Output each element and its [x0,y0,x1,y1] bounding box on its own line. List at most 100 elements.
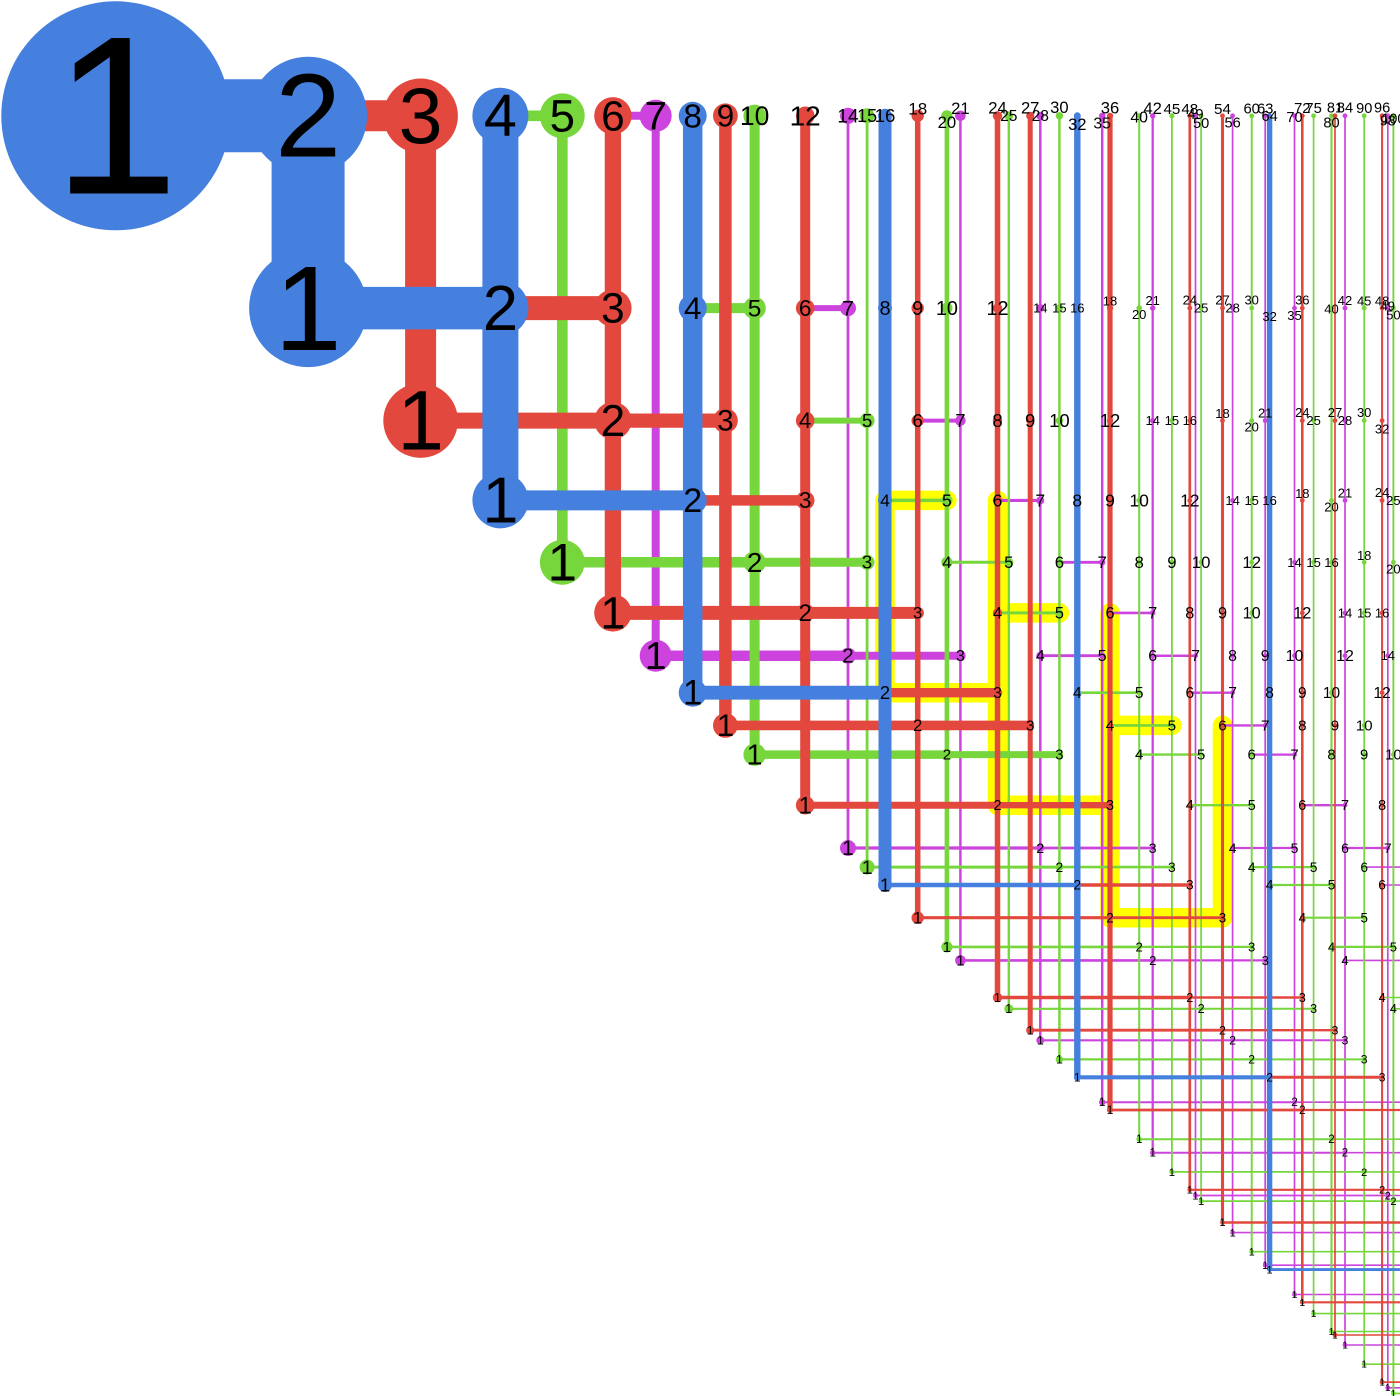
svg-text:1: 1 [1107,1103,1114,1117]
svg-text:3: 3 [1219,910,1226,925]
svg-text:5: 5 [1360,910,1367,925]
svg-text:14: 14 [837,106,859,127]
svg-text:1: 1 [1192,1190,1198,1202]
svg-text:28: 28 [1225,301,1239,316]
svg-text:1: 1 [1037,1034,1044,1048]
svg-text:10: 10 [936,298,958,320]
svg-text:16: 16 [1375,605,1389,620]
svg-text:2: 2 [1291,1095,1298,1109]
svg-text:5: 5 [1248,798,1256,814]
svg-text:80: 80 [1323,116,1339,132]
svg-text:4: 4 [880,490,890,510]
svg-text:7: 7 [1191,648,1200,665]
svg-text:2: 2 [842,645,853,668]
svg-text:1: 1 [1056,1053,1063,1067]
svg-text:45: 45 [1357,293,1371,308]
svg-text:64: 64 [1261,109,1277,125]
svg-text:24: 24 [1295,405,1309,420]
svg-text:7: 7 [955,410,965,431]
svg-text:100: 100 [1381,112,1400,128]
svg-text:1: 1 [1342,1341,1348,1352]
svg-text:3: 3 [399,71,443,160]
svg-text:10: 10 [1286,648,1304,665]
svg-text:2: 2 [1342,1148,1348,1160]
svg-text:30: 30 [1244,292,1258,307]
svg-text:15: 15 [1052,301,1066,316]
svg-text:2: 2 [1149,953,1156,968]
svg-text:42: 42 [1143,99,1161,118]
svg-text:3: 3 [1026,718,1034,735]
svg-text:24: 24 [988,99,1006,118]
svg-text:2: 2 [1036,840,1044,856]
svg-text:5: 5 [942,490,952,510]
svg-text:1: 1 [1332,1331,1338,1342]
svg-text:2: 2 [1361,1167,1367,1179]
svg-text:6: 6 [1148,648,1157,665]
svg-text:6: 6 [1185,685,1194,702]
svg-text:6: 6 [1298,798,1306,814]
svg-text:21: 21 [951,99,970,118]
svg-text:60: 60 [1243,102,1259,118]
svg-text:16: 16 [875,105,896,126]
svg-text:4: 4 [1073,685,1082,702]
svg-text:4: 4 [1036,648,1045,665]
svg-text:9: 9 [1167,553,1176,572]
svg-text:4: 4 [1328,939,1335,954]
svg-text:3: 3 [1186,878,1194,893]
svg-text:8: 8 [1185,605,1194,623]
svg-text:50: 50 [1386,308,1400,323]
svg-text:9: 9 [1218,605,1227,623]
svg-text:2: 2 [1385,1190,1391,1202]
svg-text:9: 9 [1025,410,1035,431]
svg-text:8: 8 [1265,685,1274,702]
svg-text:12: 12 [1336,648,1354,665]
svg-text:54: 54 [1214,101,1231,118]
svg-text:4: 4 [484,82,517,149]
svg-text:4: 4 [1299,910,1307,925]
svg-text:1: 1 [747,739,763,771]
svg-text:6: 6 [601,92,625,139]
svg-text:1: 1 [913,908,922,927]
svg-text:4: 4 [1266,878,1274,893]
svg-text:2: 2 [683,482,702,520]
svg-text:20: 20 [938,113,957,132]
svg-text:18: 18 [1103,294,1117,309]
svg-text:7: 7 [1341,798,1349,814]
svg-text:7: 7 [1035,490,1045,510]
svg-text:2: 2 [799,601,812,627]
svg-text:4: 4 [1135,748,1143,764]
svg-text:9: 9 [1261,648,1270,665]
svg-text:7: 7 [1148,605,1157,623]
svg-text:5: 5 [1055,605,1064,623]
svg-text:6: 6 [1341,840,1349,856]
svg-text:40: 40 [1130,109,1148,126]
svg-text:70: 70 [1286,110,1302,126]
svg-text:2: 2 [601,397,626,446]
svg-text:63: 63 [1257,101,1273,117]
svg-text:6: 6 [1360,860,1368,875]
svg-text:18: 18 [1357,548,1371,563]
svg-text:1: 1 [1136,1133,1142,1146]
svg-text:32: 32 [1068,115,1086,134]
svg-text:25: 25 [1386,493,1400,508]
svg-text:1: 1 [1099,1095,1106,1109]
svg-text:28: 28 [1338,413,1352,428]
svg-text:5: 5 [1328,878,1336,893]
svg-text:14: 14 [1225,493,1239,508]
svg-text:15: 15 [1357,605,1371,620]
svg-text:6: 6 [1105,605,1114,623]
svg-text:1: 1 [1292,1289,1298,1301]
svg-text:6: 6 [799,295,812,321]
svg-text:6: 6 [1248,748,1256,764]
svg-text:1: 1 [683,674,702,713]
svg-text:2: 2 [1106,910,1113,925]
svg-text:15: 15 [857,106,877,126]
svg-text:10: 10 [1192,553,1211,572]
svg-text:42: 42 [1338,293,1352,308]
svg-text:15: 15 [1306,555,1320,570]
svg-text:1: 1 [956,954,964,970]
svg-text:9: 9 [1105,490,1115,510]
svg-text:3: 3 [1361,1053,1368,1067]
svg-text:4: 4 [1106,718,1114,735]
svg-text:3: 3 [956,648,965,665]
